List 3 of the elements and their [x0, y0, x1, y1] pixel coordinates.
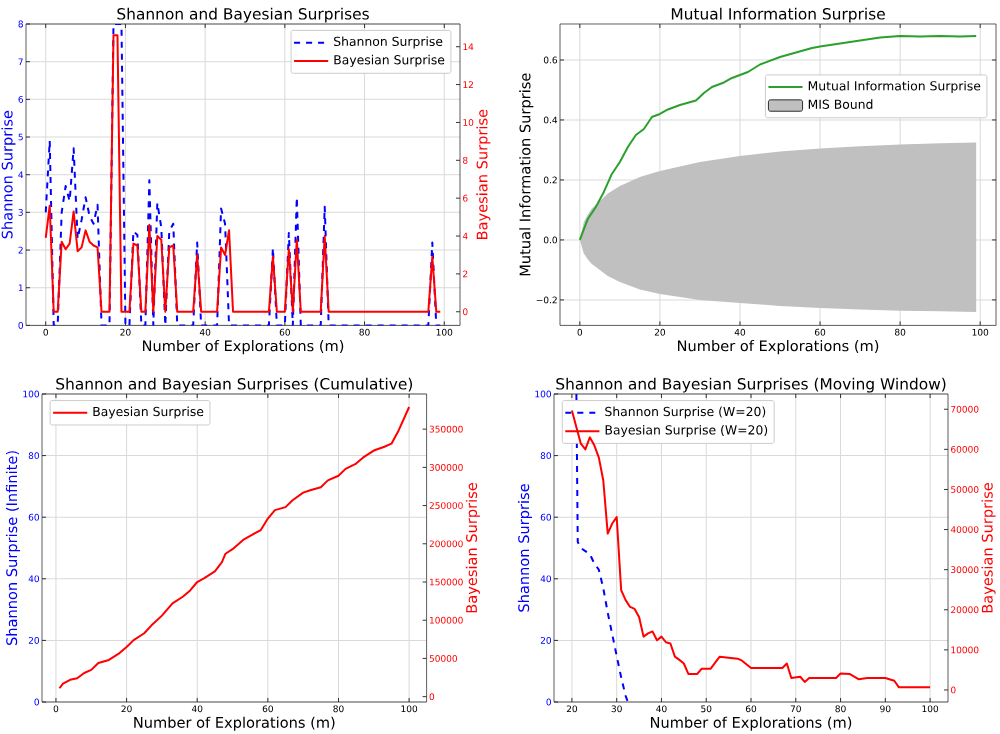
line-series [578, 34, 978, 241]
line-series [58, 405, 411, 690]
line-series [570, 409, 932, 689]
